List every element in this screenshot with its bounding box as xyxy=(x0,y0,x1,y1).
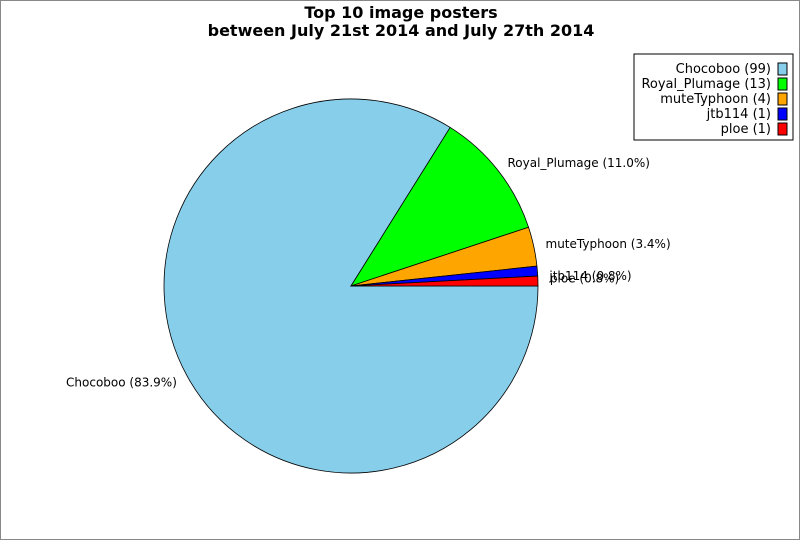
pie-slice-ploe xyxy=(350,275,539,287)
slice-label-jtb114: jtb114 (0.8%) xyxy=(548,269,631,283)
slice-labels: Chocoboo (83.9%) Royal_Plumage (11.0%) mut… xyxy=(66,156,671,389)
slice-label-ploe: ploe (0.8%) xyxy=(550,272,619,286)
legend: Chocoboo (99)Royal_Plumage (13)muteTypho… xyxy=(633,53,794,141)
chart-title: Top 10 image posters xyxy=(304,3,497,22)
legend-label-chocoboo: Chocoboo (99) xyxy=(676,62,771,77)
slice-label-chocoboo: Chocoboo (83.9%) xyxy=(66,375,177,389)
legend-box xyxy=(633,53,794,141)
legend-label-jtb114: jtb114 (1) xyxy=(706,107,771,122)
legend-label-mutetyphoon: muteTyphoon (4) xyxy=(660,92,771,107)
legend-label-ploe: ploe (1) xyxy=(721,122,771,137)
chart-subtitle: between July 21st 2014 and July 27th 201… xyxy=(208,21,595,40)
legend-swatch-royal-plumage xyxy=(777,77,788,91)
legend-swatch-ploe xyxy=(777,122,788,136)
legend-swatch-chocoboo xyxy=(777,62,788,76)
legend-swatch-jtb114 xyxy=(777,107,788,121)
slice-label-royal-plumage: Royal_Plumage (11.0%) xyxy=(508,156,650,170)
pie-slice-royal-plumage xyxy=(350,126,530,287)
slice-label-mutetyphoon: muteTyphoon (3.4%) xyxy=(546,237,671,251)
legend-swatch-mutetyphoon xyxy=(777,92,788,106)
pie-slices xyxy=(163,98,539,474)
legend-label-royal-plumage: Royal_Plumage (13) xyxy=(641,77,771,92)
